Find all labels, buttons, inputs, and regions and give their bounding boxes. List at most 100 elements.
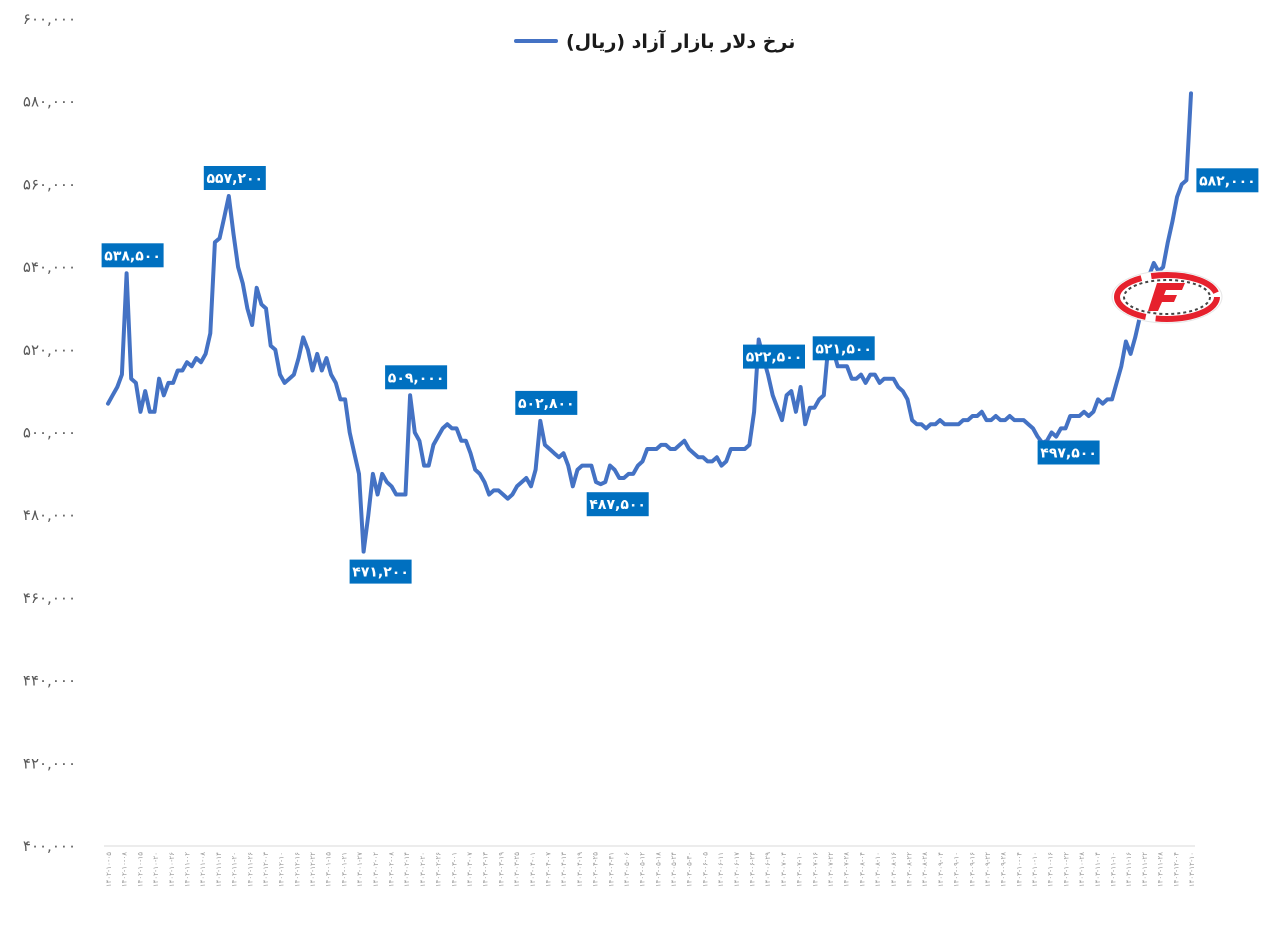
x-tick-label: ۱۴۰۳-۰۵-۱۸ xyxy=(654,852,662,887)
x-tick-label: ۱۴۰۲-۱۰-۲۶ xyxy=(168,852,176,887)
x-tick-label: ۱۴۰۳-۰۱-۱۵ xyxy=(325,852,333,887)
data-label-text: ۵۰۲,۸۰۰ xyxy=(518,396,575,412)
data-label-box xyxy=(812,336,875,361)
y-tick-label: ۵۸۰,۰۰۰ xyxy=(23,93,76,111)
data-label-box xyxy=(1037,440,1100,465)
data-label: ۵۰۲,۸۰۰ xyxy=(515,390,578,415)
x-tick-label: ۱۴۰۳-۰۷-۰۴ xyxy=(780,852,788,887)
x-tick-label: ۱۴۰۳-۰۹-۱۶ xyxy=(968,852,976,887)
x-tick-label: ۱۴۰۲-۱۲-۱۰ xyxy=(278,852,286,887)
data-label: ۴۸۷,۵۰۰ xyxy=(586,492,649,517)
x-tick-label: ۱۴۰۳-۰۹-۰۴ xyxy=(937,852,945,887)
x-tick-label: ۱۴۰۳-۰۸-۱۶ xyxy=(890,852,898,887)
x-tick-label: ۱۴۰۳-۰۶-۲۳ xyxy=(749,852,757,887)
data-label-box xyxy=(515,390,578,415)
x-tick-label: ۱۴۰۳-۰۳-۰۱ xyxy=(450,852,458,887)
x-tick-label: ۱۴۰۲-۱۱-۰۲ xyxy=(183,852,191,887)
data-label: ۴۹۷,۵۰۰ xyxy=(1037,440,1100,465)
x-tick-label: ۱۴۰۳-۱۰-۲۸ xyxy=(1078,852,1086,887)
y-tick-label: ۴۰۰,۰۰۰ xyxy=(23,837,76,855)
x-tick-label: ۱۴۰۳-۰۹-۱۰ xyxy=(953,852,961,887)
x-tick-label: ۱۴۰۳-۰۳-۰۷ xyxy=(466,852,474,887)
data-label-text: ۴۸۷,۵۰۰ xyxy=(589,497,646,513)
data-label-text: ۵۰۹,۰۰۰ xyxy=(388,370,445,386)
y-tick-label: ۵۲۰,۰۰۰ xyxy=(23,341,76,359)
series-layer xyxy=(106,91,1193,554)
x-tick-label: ۱۴۰۳-۰۷-۲۲ xyxy=(827,852,835,887)
x-tick-label: ۱۴۰۳-۰۵-۱۲ xyxy=(639,852,647,887)
x-tick-label: ۱۴۰۳-۰۹-۲۲ xyxy=(984,852,992,887)
data-label-text: ۵۲۲,۵۰۰ xyxy=(746,350,803,366)
data-label: ۵۲۲,۵۰۰ xyxy=(743,344,805,369)
data-label-text: ۵۳۸,۵۰۰ xyxy=(104,248,161,264)
x-tick-label: ۱۴۰۳-۰۱-۲۷ xyxy=(356,852,364,887)
y-tick-label: ۴۸۰,۰۰۰ xyxy=(23,506,76,524)
x-tick-label: ۱۴۰۳-۰۴-۱۹ xyxy=(576,852,584,887)
data-label-text: ۵۲۱,۵۰۰ xyxy=(815,341,872,357)
data-label: ۵۵۷,۲۰۰ xyxy=(203,166,266,190)
x-tick-label: ۱۴۰۳-۰۴-۰۱ xyxy=(529,852,537,887)
data-label-box xyxy=(1196,168,1259,193)
data-label-text: ۴۹۷,۵۰۰ xyxy=(1040,446,1097,462)
x-tick-label: ۱۴۰۳-۰۸-۲۲ xyxy=(905,852,913,887)
x-tick-label: ۱۴۰۲-۱۰-۱۵ xyxy=(136,852,144,887)
x-tick-label: ۱۴۰۳-۱۱-۱۶ xyxy=(1125,852,1133,887)
x-tick-label: ۱۴۰۲-۱۱-۰۸ xyxy=(199,852,207,887)
x-tick-label: ۱۴۰۳-۰۷-۱۰ xyxy=(796,852,804,887)
x-tick-label: ۱۴۰۲-۱۲-۲۲ xyxy=(309,852,317,887)
data-label-text: ۴۷۱,۲۰۰ xyxy=(352,565,409,581)
x-tick-label: ۱۴۰۳-۰۵-۰۶ xyxy=(623,852,631,887)
data-label-text: ۵۸۲,۰۰۰ xyxy=(1199,173,1256,189)
x-tick-label: ۱۴۰۳-۱۱-۱۰ xyxy=(1110,852,1118,887)
x-tick-label: ۱۴۰۳-۰۳-۲۵ xyxy=(513,852,521,887)
y-tick-label: ۵۰۰,۰۰۰ xyxy=(23,424,76,442)
x-tick-label: ۱۴۰۳-۰۳-۱۳ xyxy=(482,852,490,887)
x-tick-label: ۱۴۰۲-۱۲-۱۶ xyxy=(293,852,301,887)
x-tick-label: ۱۴۰۳-۰۸-۰۴ xyxy=(858,852,866,887)
x-tick-label: ۱۴۰۳-۰۸-۲۸ xyxy=(921,852,929,887)
x-tick-label: ۱۴۰۳-۰۷-۱۶ xyxy=(811,852,819,887)
data-label-box xyxy=(586,492,649,517)
x-tick-label: ۱۴۰۳-۰۶-۲۹ xyxy=(764,852,772,887)
x-tick-label: ۱۴۰۳-۰۲-۰۸ xyxy=(388,852,396,887)
y-tick-label: ۵۴۰,۰۰۰ xyxy=(23,258,76,276)
data-label: ۴۷۱,۲۰۰ xyxy=(349,559,412,584)
data-labels-layer: ۵۳۸,۵۰۰ ۵۵۷,۲۰۰ ۴۷۱,۲۰۰ ۵۰۹,۰۰۰ ۵۰۲,۸۰۰ ۴۸۷,۵… xyxy=(101,166,1259,584)
series-line xyxy=(106,91,1193,554)
x-tick-label: ۱۴۰۲-۱۲-۰۳ xyxy=(262,852,270,887)
x-tick-label: ۱۴۰۲-۱۰-۰۵ xyxy=(105,852,113,887)
x-tick-label: ۱۴۰۳-۰۵-۲۴ xyxy=(670,852,678,887)
x-tick-label: ۱۴۰۲-۱۰-۲۰ xyxy=(152,852,160,887)
x-tick-label: ۱۴۰۳-۰۵-۳۰ xyxy=(686,852,694,887)
legend-label: نرخ دلار بازار آزاد (ریال) xyxy=(566,29,795,53)
x-tick-label: ۱۴۰۳-۰۲-۲۶ xyxy=(435,852,443,887)
data-label-box xyxy=(349,559,412,584)
x-tick-label: ۱۴۰۲-۱۱-۲۶ xyxy=(246,852,254,887)
x-tick-label: ۱۴۰۲-۱۰-۰۸ xyxy=(121,852,129,887)
x-tick-label: ۱۴۰۳-۰۴-۳۱ xyxy=(607,852,615,887)
data-label-box xyxy=(101,243,164,268)
data-label-box xyxy=(385,365,448,390)
x-tick-label: ۱۴۰۳-۰۳-۱۹ xyxy=(497,852,505,887)
legend: نرخ دلار بازار آزاد (ریال) xyxy=(514,29,795,53)
x-tick-label: ۱۴۰۳-۰۹-۲۸ xyxy=(1000,852,1008,887)
x-tick-label: ۱۴۰۳-۰۸-۱۰ xyxy=(874,852,882,887)
x-tick-label: ۱۴۰۳-۰۶-۱۱ xyxy=(717,852,725,887)
x-tick-label: ۱۴۰۳-۰۴-۱۳ xyxy=(560,852,568,887)
x-tick-label: ۱۴۰۳-۱۱-۲۲ xyxy=(1141,852,1149,887)
x-tick-label: ۱۴۰۳-۰۲-۱۴ xyxy=(403,852,411,887)
y-tick-label: ۴۴۰,۰۰۰ xyxy=(23,672,76,690)
x-tick-label: ۱۴۰۳-۰۴-۲۵ xyxy=(592,852,600,887)
x-tick-label: ۱۴۰۳-۰۶-۱۷ xyxy=(733,852,741,887)
x-tick-label: ۱۴۰۳-۱۲-۱۰ xyxy=(1188,852,1196,887)
y-tick-label: ۴۲۰,۰۰۰ xyxy=(23,754,76,772)
x-tick-label: ۱۴۰۳-۱۰-۱۰ xyxy=(1031,852,1039,887)
x-tick-label: ۱۴۰۳-۱۰-۰۴ xyxy=(1015,852,1023,887)
x-tick-label: ۱۴۰۲-۱۱-۱۴ xyxy=(215,852,223,887)
y-tick-label: ۴۶۰,۰۰۰ xyxy=(23,589,76,607)
data-label-text: ۵۵۷,۲۰۰ xyxy=(207,171,264,187)
x-tick-label: ۱۴۰۳-۱۲-۰۴ xyxy=(1172,852,1180,887)
y-axis: ۴۰۰,۰۰۰ ۴۲۰,۰۰۰ ۴۴۰,۰۰۰ ۴۶۰,۰۰۰ ۴۸۰,۰۰۰ ۵۰۰,۰… xyxy=(23,10,76,855)
data-label-box xyxy=(203,166,266,190)
